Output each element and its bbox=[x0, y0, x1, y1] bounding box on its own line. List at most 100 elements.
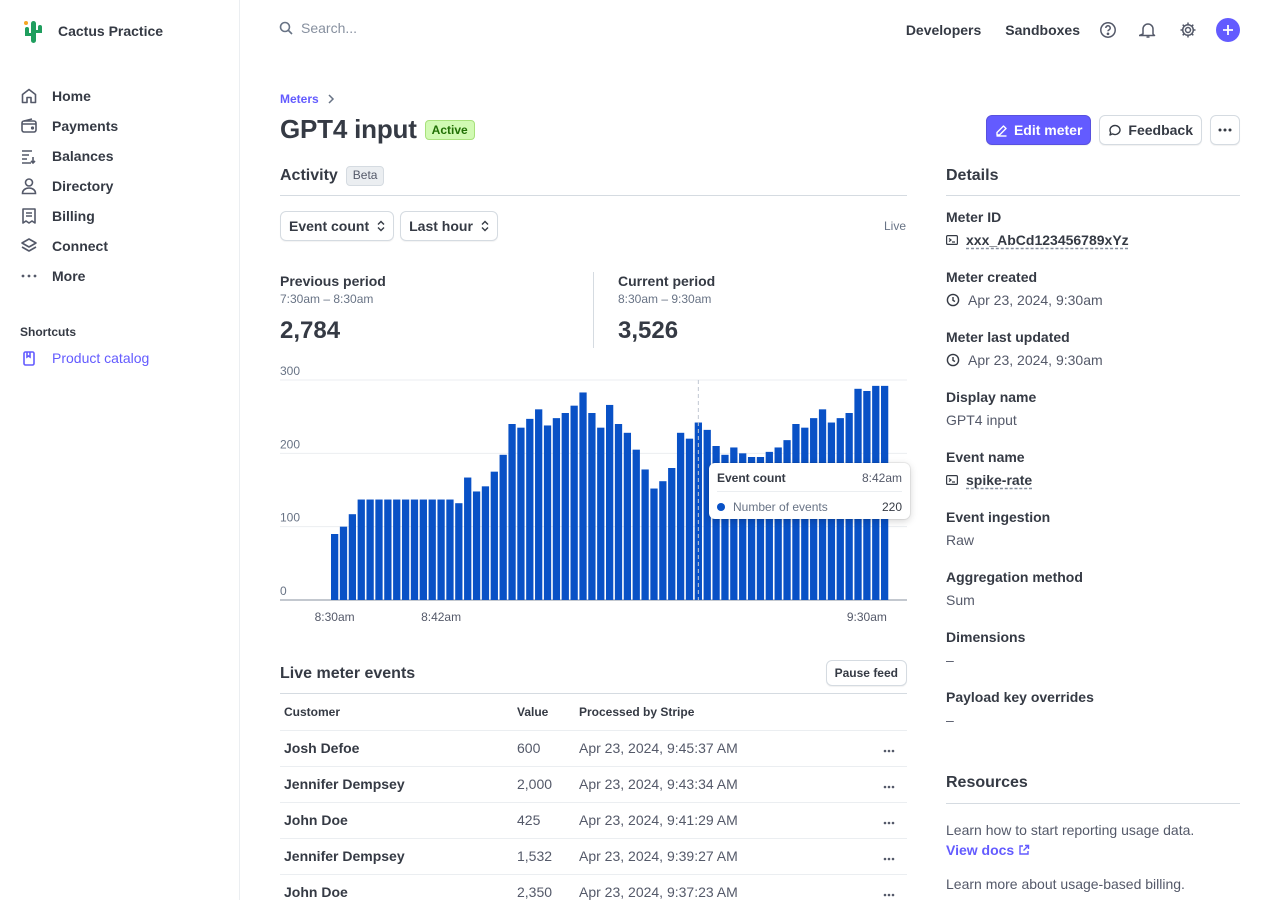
bar[interactable] bbox=[517, 427, 525, 600]
bar[interactable] bbox=[490, 471, 498, 600]
bar[interactable] bbox=[703, 429, 711, 600]
event-count-chart[interactable]: 0 100 200 300 8:30am 8:42am 9:30am bbox=[270, 360, 920, 635]
bar[interactable] bbox=[472, 491, 481, 600]
bar[interactable] bbox=[437, 499, 445, 600]
sidebar-item-connect[interactable]: Connect bbox=[20, 231, 220, 261]
bar[interactable] bbox=[348, 514, 357, 600]
resources-text-2: Learn more about usage-based billing. bbox=[946, 876, 1185, 892]
bar[interactable] bbox=[747, 457, 756, 600]
bar[interactable] bbox=[410, 499, 419, 600]
bar[interactable] bbox=[339, 526, 348, 600]
bar[interactable] bbox=[552, 418, 561, 600]
row-actions-button[interactable] bbox=[867, 838, 907, 875]
row-actions-button[interactable] bbox=[867, 730, 907, 767]
table-row[interactable]: Jennifer Dempsey 1,532 Apr 23, 2024, 9:39:… bbox=[280, 838, 907, 875]
bar[interactable] bbox=[668, 468, 676, 600]
bar[interactable] bbox=[375, 499, 383, 600]
bar[interactable] bbox=[739, 453, 747, 600]
bar[interactable] bbox=[481, 486, 490, 600]
range-select[interactable]: Last hour bbox=[400, 211, 498, 241]
bar[interactable] bbox=[401, 499, 410, 600]
search-bar[interactable] bbox=[279, 20, 601, 36]
bar[interactable] bbox=[535, 409, 543, 600]
pause-feed-button[interactable]: Pause feed bbox=[825, 660, 907, 686]
gear-icon[interactable] bbox=[1176, 18, 1200, 42]
bar[interactable] bbox=[676, 432, 685, 600]
sidebar-item-more[interactable]: More bbox=[20, 261, 220, 291]
bar[interactable] bbox=[419, 499, 427, 600]
shortcut-product-catalog[interactable]: Product catalog bbox=[20, 347, 149, 369]
bar[interactable] bbox=[543, 425, 552, 600]
detail-label: Aggregation method bbox=[946, 569, 1083, 585]
row-actions-button[interactable] bbox=[867, 766, 907, 803]
bar[interactable] bbox=[464, 477, 472, 600]
row-actions-button[interactable] bbox=[867, 802, 907, 839]
bar[interactable] bbox=[632, 449, 640, 600]
bar[interactable] bbox=[712, 446, 720, 600]
metric-select[interactable]: Event count bbox=[280, 211, 395, 241]
bar[interactable] bbox=[499, 454, 507, 600]
bell-icon[interactable] bbox=[1136, 18, 1160, 42]
sidebar-item-home[interactable]: Home bbox=[20, 81, 220, 111]
invoice-icon bbox=[22, 208, 36, 224]
sidebar-item-billing[interactable]: Billing bbox=[20, 201, 220, 231]
row-actions-button[interactable] bbox=[867, 874, 907, 900]
bar[interactable] bbox=[579, 392, 587, 600]
bar[interactable] bbox=[597, 427, 605, 600]
bar[interactable] bbox=[721, 454, 729, 600]
bar[interactable] bbox=[588, 413, 596, 600]
bar[interactable] bbox=[730, 447, 738, 600]
shortcut-label: Product catalog bbox=[52, 350, 150, 366]
beta-badge: Beta bbox=[345, 166, 385, 186]
activity-header: Activity Beta bbox=[280, 166, 907, 196]
bar[interactable] bbox=[446, 499, 454, 600]
sidebar-item-balances[interactable]: Balances bbox=[20, 141, 220, 171]
meter-id-value[interactable]: xxx_AbCd123456789xYz bbox=[966, 232, 1129, 248]
overflow-menu-button[interactable] bbox=[1210, 115, 1240, 145]
bar[interactable] bbox=[650, 488, 658, 600]
bar[interactable] bbox=[623, 432, 632, 600]
table-row[interactable]: John Doe 425 Apr 23, 2024, 9:41:29 AM bbox=[280, 802, 907, 839]
column-header-actions bbox=[867, 694, 907, 731]
bar[interactable] bbox=[428, 499, 436, 600]
breadcrumb-meters-link[interactable]: Meters bbox=[280, 92, 319, 106]
bar[interactable] bbox=[641, 469, 649, 600]
bar[interactable] bbox=[614, 424, 623, 600]
bar[interactable] bbox=[366, 499, 374, 600]
bar[interactable] bbox=[455, 503, 463, 600]
bar[interactable] bbox=[783, 440, 791, 600]
developers-link[interactable]: Developers bbox=[905, 22, 982, 38]
table-row[interactable]: Josh Defoe 600 Apr 23, 2024, 9:45:37 AM bbox=[280, 730, 907, 767]
bar[interactable] bbox=[384, 499, 392, 600]
feedback-button[interactable]: Feedback bbox=[1099, 115, 1202, 145]
bar[interactable] bbox=[508, 424, 516, 600]
sidebar-item-payments[interactable]: Payments bbox=[20, 111, 220, 141]
ellipsis-icon bbox=[883, 857, 895, 861]
sandboxes-link[interactable]: Sandboxes bbox=[1005, 22, 1080, 38]
bar[interactable] bbox=[331, 534, 339, 600]
bar[interactable] bbox=[570, 405, 578, 600]
bar[interactable] bbox=[756, 457, 765, 600]
bar[interactable] bbox=[357, 499, 365, 600]
view-docs-link[interactable]: View docs bbox=[946, 842, 1240, 858]
bar[interactable] bbox=[774, 447, 782, 600]
bar[interactable] bbox=[659, 481, 667, 600]
bar[interactable] bbox=[694, 422, 702, 600]
bar[interactable] bbox=[765, 451, 773, 600]
create-button[interactable] bbox=[1216, 18, 1240, 42]
account-switcher[interactable]: Cactus Practice bbox=[20, 18, 163, 44]
detail-dimensions: Dimensions – bbox=[946, 629, 1240, 677]
edit-meter-button[interactable]: Edit meter bbox=[985, 115, 1092, 145]
table-row[interactable]: Jennifer Dempsey 2,000 Apr 23, 2024, 9:43:… bbox=[280, 766, 907, 803]
table-row[interactable]: John Doe 2,350 Apr 23, 2024, 9:37:23 AM bbox=[280, 874, 907, 900]
search-input[interactable] bbox=[301, 20, 601, 36]
sidebar-item-directory[interactable]: Directory bbox=[20, 171, 220, 201]
bar[interactable] bbox=[561, 413, 569, 600]
help-icon[interactable] bbox=[1096, 18, 1120, 42]
bar[interactable] bbox=[393, 499, 401, 600]
bar[interactable] bbox=[606, 404, 614, 600]
bar[interactable] bbox=[526, 418, 534, 600]
speech-bubble-icon bbox=[1109, 124, 1122, 136]
bar[interactable] bbox=[685, 438, 694, 600]
event-name-value[interactable]: spike-rate bbox=[966, 472, 1033, 488]
